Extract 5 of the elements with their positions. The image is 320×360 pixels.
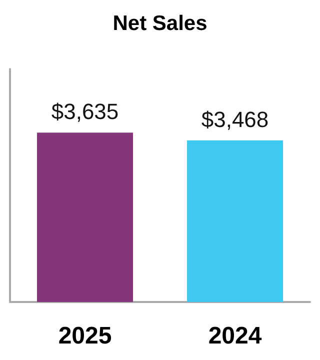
x-tick-label: 2025 — [58, 322, 112, 350]
x-tick-label: 2024 — [208, 322, 262, 350]
data-label: $3,468 — [201, 106, 269, 132]
chart-title: Net Sales — [112, 12, 208, 35]
data-label: $3,635 — [51, 99, 119, 124]
